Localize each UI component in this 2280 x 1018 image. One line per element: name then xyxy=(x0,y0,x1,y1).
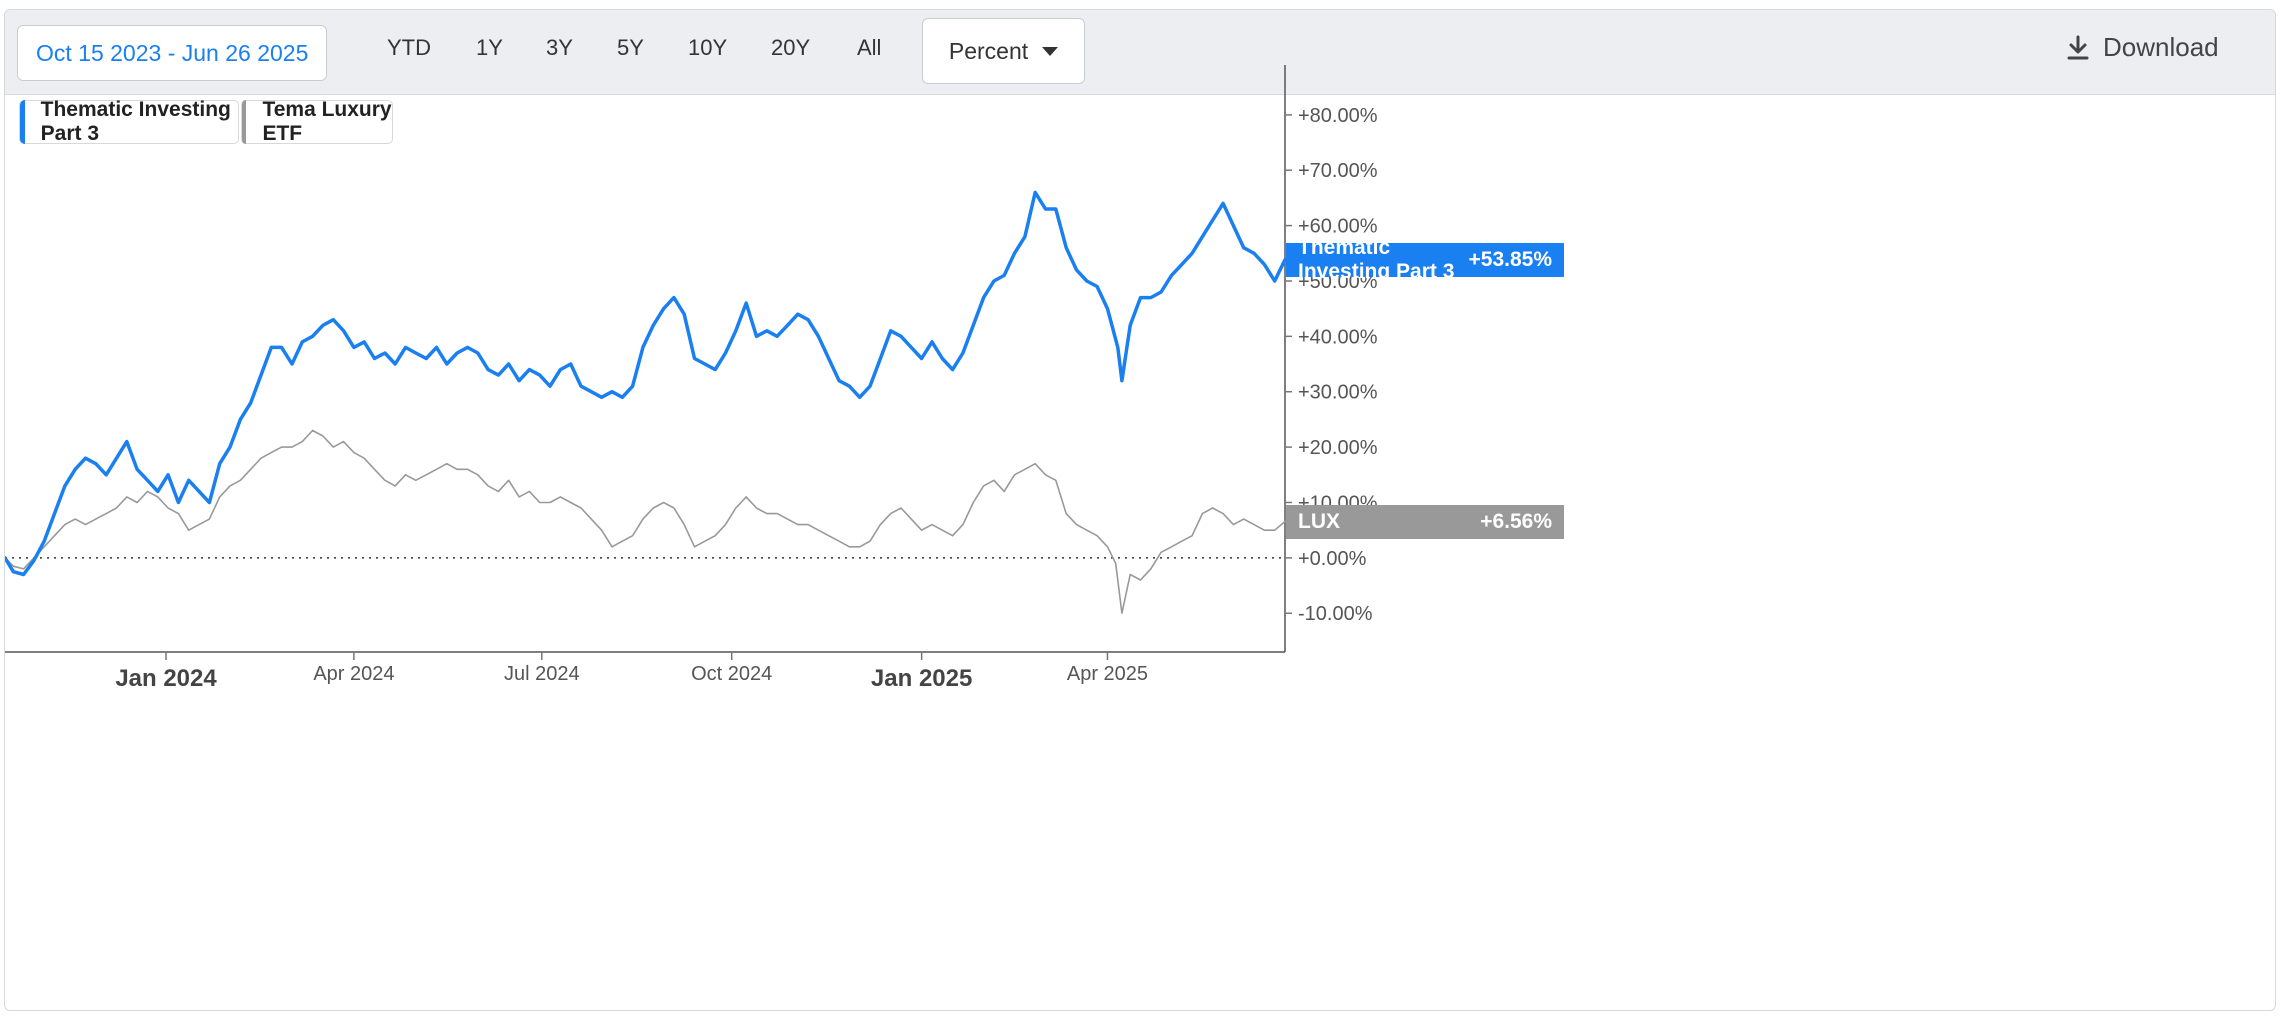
period-10y-button[interactable]: 10Y xyxy=(688,35,728,60)
caret-down-icon xyxy=(1042,46,1059,56)
y-tick-label: +0.00% xyxy=(1298,548,1367,570)
series-line-thematic xyxy=(5,190,1287,577)
series-line-lux xyxy=(5,429,1286,615)
period-ytd-button[interactable]: YTD xyxy=(387,35,431,60)
chart-widget: Oct 15 2023 - Jun 26 2025 YTD 1Y 3Y 5Y 1… xyxy=(4,9,2276,1011)
legend-swatch xyxy=(20,100,25,144)
end-label-value: +53.85% xyxy=(1468,247,1553,271)
period-1y-button[interactable]: 1Y xyxy=(476,35,503,60)
legend-item-thematic-investing[interactable]: Thematic Investing Part 3 xyxy=(19,98,239,145)
y-tick-label: +40.00% xyxy=(1298,326,1378,348)
y-tick-label: +20.00% xyxy=(1298,437,1378,459)
x-tick-label: Oct 2024 xyxy=(691,663,772,685)
end-label-name: LUX xyxy=(1298,509,1340,533)
x-tick-label: Apr 2025 xyxy=(1067,663,1148,685)
mode-select[interactable]: Percent xyxy=(922,18,1085,84)
line-chart: +80.00%+70.00%+60.00%+50.00%+40.00%+30.0… xyxy=(5,65,1378,692)
y-tick-label: +70.00% xyxy=(1298,160,1378,182)
x-tick-label: Jul 2024 xyxy=(504,663,580,685)
date-range-picker[interactable]: Oct 15 2023 - Jun 26 2025 xyxy=(17,25,328,81)
x-tick-label: Jan 2024 xyxy=(115,665,217,692)
chart-toolbar: Oct 15 2023 - Jun 26 2025 YTD 1Y 3Y 5Y 1… xyxy=(5,10,2275,95)
series-end-label-lux: LUX +6.56% xyxy=(1286,504,1564,539)
period-all-button[interactable]: All xyxy=(857,35,882,60)
legend-label: Thematic Investing Part 3 xyxy=(40,98,231,145)
period-5y-button[interactable]: 5Y xyxy=(617,35,644,60)
period-3y-button[interactable]: 3Y xyxy=(546,35,573,60)
download-label: Download xyxy=(2103,32,2219,62)
legend-swatch xyxy=(242,100,247,144)
y-tick-label: +80.00% xyxy=(1298,105,1378,127)
x-tick-label: Apr 2024 xyxy=(313,663,394,685)
mode-select-value: Percent xyxy=(948,37,1029,64)
y-tick-label: +30.00% xyxy=(1298,382,1378,404)
x-tick-label: Jan 2025 xyxy=(871,665,972,692)
period-20y-button[interactable]: 20Y xyxy=(771,35,811,60)
legend-label: Tema Luxury ETF xyxy=(262,98,392,145)
legend-item-tema-luxury[interactable]: Tema Luxury ETF xyxy=(241,98,393,145)
y-tick-label: +60.00% xyxy=(1298,216,1378,238)
download-button[interactable]: Download xyxy=(2067,32,2219,63)
end-label-name: Thematic Investing Part 3 xyxy=(1298,235,1455,283)
end-label-value: +6.56% xyxy=(1480,509,1552,533)
y-tick-label: -10.00% xyxy=(1298,603,1373,625)
download-icon xyxy=(2067,35,2089,59)
series-end-label-thematic: Thematic Investing Part 3 +53.85% xyxy=(1286,236,1564,283)
